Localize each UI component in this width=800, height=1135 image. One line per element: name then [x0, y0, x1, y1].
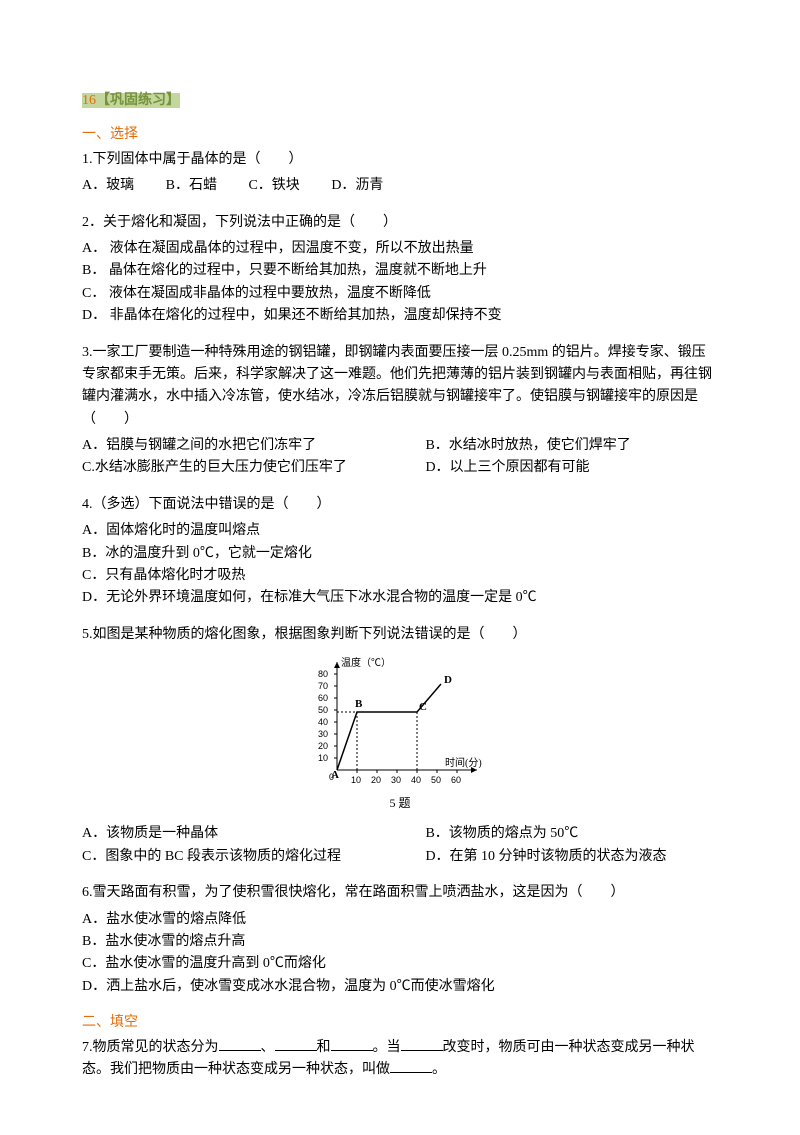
q5-option-a: A．该物质是一种晶体 — [82, 823, 425, 845]
q4-option-a: A．固体熔化时的温度叫熔点 — [82, 520, 718, 542]
q2-option-c: C． 液体在凝固成非晶体的过程中要放热，温度不断降低 — [82, 283, 718, 305]
question-4: 4.（多选）下面说法中错误的是（ ） A．固体熔化时的温度叫熔点 B．冰的温度升… — [82, 494, 718, 610]
svg-text:20: 20 — [318, 741, 328, 751]
svg-text:80: 80 — [318, 669, 328, 679]
q1-stem: 1.下列固体中属于晶体的是（ ） — [82, 149, 718, 171]
q2-option-d: D． 非晶体在熔化的过程中，如果还不断给其加热，温度却保持不变 — [82, 305, 718, 327]
q1-options: A．玻璃 B．石蜡 C．铁块 D．沥青 — [82, 175, 718, 197]
q4-stem: 4.（多选）下面说法中错误的是（ ） — [82, 494, 718, 516]
q6-options: A．盐水使冰雪的熔点降低 B．盐水使冰雪的熔点升高 C．盐水使冰雪的温度升高到 … — [82, 909, 718, 999]
q1-option-b: B．石蜡 — [166, 178, 217, 193]
q2-option-a: A． 液体在凝固成晶体的过程中，因温度不变，所以不放出热量 — [82, 238, 718, 260]
q3-row2: C.水结冰膨胀产生的巨大压力使它们压牢了 D．以上三个原因都有可能 — [82, 457, 718, 479]
x-label: 时间(分) — [445, 756, 482, 769]
q7-t5: 改变时，物质可由一种状态变成另一种状 — [443, 1040, 695, 1055]
q6-option-d: D．洒上盐水后，使冰雪变成冰水混合物，温度为 0℃而使冰雪熔化 — [82, 976, 718, 998]
section1-heading: 一、选择 — [82, 124, 718, 146]
question-2: 2．关于熔化和凝固，下列说法中正确的是（ ） A． 液体在凝固成晶体的过程中，因… — [82, 212, 718, 328]
svg-text:70: 70 — [318, 681, 328, 691]
svg-text:60: 60 — [318, 693, 328, 703]
q4-options: A．固体熔化时的温度叫熔点 B．冰的温度升到 0℃，它就一定熔化 C．只有晶体熔… — [82, 520, 718, 610]
section2-heading: 二、填空 — [82, 1012, 718, 1034]
q6-option-a: A．盐水使冰雪的熔点降低 — [82, 909, 718, 931]
q5-row2: C．图象中的 BC 段表示该物质的熔化过程 D．在第 10 分钟时该物质的状态为… — [82, 846, 718, 868]
svg-text:10: 10 — [351, 775, 361, 785]
q3-row1: A．铝膜与钢罐之间的水把它们冻牢了 B．水结冰时放热，使它们焊牢了 — [82, 435, 718, 457]
header-number: 16 — [82, 93, 96, 108]
question-1: 1.下列固体中属于晶体的是（ ） A．玻璃 B．石蜡 C．铁块 D．沥青 — [82, 149, 718, 198]
q7-line1: 7.物质常见的状态分为 、 和 。当 改变时，物质可由一种状态变成另一种状 — [82, 1037, 718, 1059]
svg-text:10: 10 — [318, 753, 328, 763]
q2-options: A． 液体在凝固成晶体的过程中，因温度不变，所以不放出热量 B． 晶体在熔化的过… — [82, 238, 718, 328]
q7-t1: 7.物质常见的状态分为 — [82, 1040, 219, 1055]
q1-option-c: C．铁块 — [248, 178, 299, 193]
blank-3[interactable] — [331, 1037, 373, 1051]
q5-option-b: B．该物质的熔点为 50℃ — [425, 823, 578, 845]
y-label: 温度（℃） — [341, 656, 391, 669]
q5-caption: 5 题 — [82, 794, 718, 813]
svg-text:30: 30 — [318, 729, 328, 739]
q1-option-d: D．沥青 — [331, 178, 383, 193]
blank-4[interactable] — [401, 1037, 443, 1051]
pt-b: B — [355, 698, 363, 710]
q5-option-d: D．在第 10 分钟时该物质的状态为液态 — [425, 846, 666, 868]
spacer — [82, 480, 718, 494]
pt-a: A — [331, 769, 339, 781]
q5-stem: 5.如图是某种物质的熔化图象，根据图象判断下列说法错误的是（ ） — [82, 624, 718, 646]
q4-option-c: C．只有晶体熔化时才吸热 — [82, 565, 718, 587]
q3-option-a: A．铝膜与钢罐之间的水把它们冻牢了 — [82, 435, 425, 457]
svg-text:50: 50 — [431, 775, 441, 785]
q6-option-b: B．盐水使冰雪的熔点升高 — [82, 931, 718, 953]
q5-row1: A．该物质是一种晶体 B．该物质的熔点为 50℃ — [82, 823, 718, 845]
q1-option-a: A．玻璃 — [82, 178, 134, 193]
svg-text:30: 30 — [391, 775, 401, 785]
svg-text:40: 40 — [318, 717, 328, 727]
pt-d: D — [444, 674, 452, 686]
blank-1[interactable] — [219, 1037, 261, 1051]
blank-2[interactable] — [275, 1037, 317, 1051]
q7-t6: 态。我们把物质由一种状态变成另一种状态，叫做 — [82, 1062, 390, 1077]
q3-option-d: D．以上三个原因都有可能 — [425, 457, 589, 479]
header-title: 【巩固练习】 — [96, 93, 180, 108]
question-5: 5.如图是某种物质的熔化图象，根据图象判断下列说法错误的是（ ） 10 20 3… — [82, 624, 718, 868]
pt-c: C — [419, 701, 427, 713]
blank-5[interactable] — [390, 1059, 432, 1073]
q3-stem: 3.一家工厂要制造一种特殊用途的钢铝罐，即钢罐内表面要压接一层 0.25mm 的… — [82, 342, 718, 432]
q5-option-c: C．图象中的 BC 段表示该物质的熔化过程 — [82, 846, 425, 868]
q7-t7: 。 — [432, 1062, 446, 1077]
q7-t2: 、 — [261, 1040, 275, 1055]
svg-text:40: 40 — [411, 775, 421, 785]
q7-t3: 和 — [317, 1040, 331, 1055]
question-3: 3.一家工厂要制造一种特殊用途的钢铝罐，即钢罐内表面要压接一层 0.25mm 的… — [82, 342, 718, 480]
q6-stem: 6.雪天路面有积雪，为了使积雪很快熔化，常在路面积雪上喷洒盐水，这是因为（ ） — [82, 882, 718, 904]
q5-figure: 10 20 30 40 50 60 70 80 0 10 20 30 40 50… — [82, 652, 718, 813]
q7-line2: 态。我们把物质由一种状态变成另一种状态，叫做 。 — [82, 1059, 718, 1081]
question-6: 6.雪天路面有积雪，为了使积雪很快熔化，常在路面积雪上喷洒盐水，这是因为（ ） … — [82, 882, 718, 998]
melting-chart: 10 20 30 40 50 60 70 80 0 10 20 30 40 50… — [305, 652, 495, 792]
q3-option-b: B．水结冰时放热，使它们焊牢了 — [425, 435, 630, 457]
question-7: 7.物质常见的状态分为 、 和 。当 改变时，物质可由一种状态变成另一种状 态。我们把物… — [82, 1037, 718, 1082]
q6-option-c: C．盐水使冰雪的温度升高到 0℃而熔化 — [82, 953, 718, 975]
q4-option-b: B．冰的温度升到 0℃，它就一定熔化 — [82, 543, 718, 565]
q7-t4: 。当 — [373, 1040, 401, 1055]
svg-text:50: 50 — [318, 705, 328, 715]
q2-option-b: B． 晶体在熔化的过程中，只要不断给其加热，温度就不断地上升 — [82, 260, 718, 282]
q3-option-c: C.水结冰膨胀产生的巨大压力使它们压牢了 — [82, 457, 425, 479]
svg-text:20: 20 — [371, 775, 381, 785]
q2-stem: 2．关于熔化和凝固，下列说法中正确的是（ ） — [82, 212, 718, 234]
svg-text:60: 60 — [451, 775, 461, 785]
header: 16【巩固练习】 — [82, 90, 718, 112]
q4-option-d: D．无论外界环境温度如何，在标准大气压下冰水混合物的温度一定是 0℃ — [82, 587, 718, 609]
